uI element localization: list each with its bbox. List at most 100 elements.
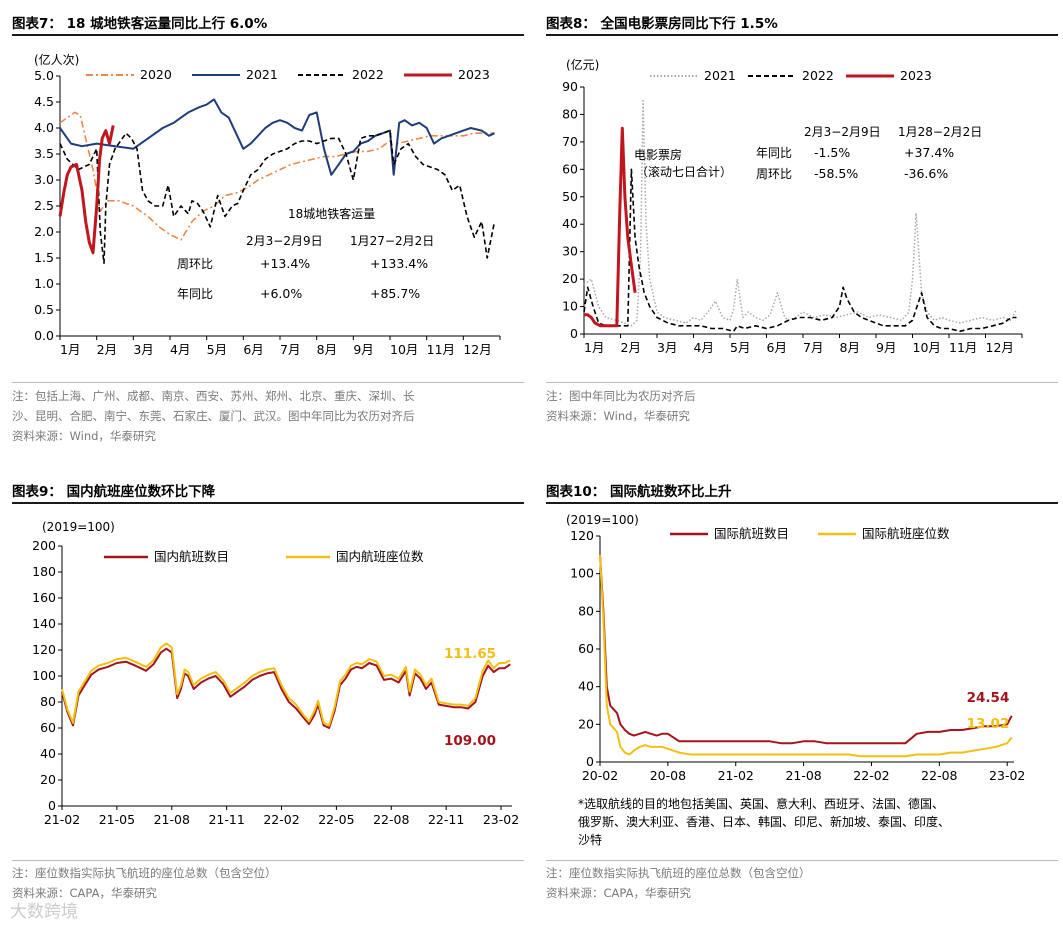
- chart8-table-row-label: 年同比: [756, 146, 792, 160]
- chart8-table-value: -1.5%: [814, 145, 850, 160]
- chart7-x-tick-label: 10月: [390, 342, 418, 357]
- chart9-label-flights: 109.00: [444, 733, 496, 749]
- chart8-y-tick-label: 40: [562, 216, 578, 231]
- chart8-note-rule: [546, 382, 1058, 383]
- chart8-series-2021: [583, 99, 1018, 327]
- chart10-note-1: 注：座位数指实际执飞航班的座位总数（包含空位）: [546, 866, 811, 880]
- chart8-table-col2: 1月28−2月2日: [898, 125, 982, 139]
- chart9-y-tick-label: 140: [32, 616, 56, 631]
- chart7-notes: 注：包括上海、广州、成都、南京、西安、苏州、郑州、北京、重庆、深圳、长 沙、昆明…: [12, 386, 524, 446]
- chart10-x-tick-label: 20-08: [650, 768, 686, 783]
- chart9-series-国内航班数目: [61, 647, 511, 729]
- chart8-x-tick-label: 7月: [803, 340, 823, 355]
- chart9-y-tick-label: 160: [32, 590, 56, 605]
- chart8-plot: 0 10 20 30 40 50 60 70 80 90 1月 2月 3月 4月 5月 6月 7月 8月 9月 10月…: [562, 57, 1023, 355]
- chart7-legend-label: 2021: [246, 67, 278, 82]
- chart8-title: 图表8： 全国电影票房同比下行 1.5%: [546, 16, 778, 32]
- chart8-note-1: 注：图中年同比为农历对齐后: [546, 389, 696, 403]
- chart8-legend-label: 2023: [900, 68, 932, 83]
- chart7-legend-label: 2023: [458, 67, 490, 82]
- chart9-source: 资料来源：CAPA，华泰研究: [12, 886, 157, 900]
- chart8-x-tick-label: 3月: [657, 340, 677, 355]
- chart8-x-tick-label: 5月: [730, 340, 750, 355]
- chart7-title-rule: [12, 34, 524, 36]
- chart7-series-2023: [58, 125, 115, 255]
- chart7-table-value: +85.7%: [370, 286, 420, 301]
- chart8-table-value: -58.5%: [814, 166, 858, 181]
- chart7-note-2: 沙、昆明、合肥、南宁、东莞、石家庄、厦门、武汉。图中年同比为农历对齐后: [12, 409, 415, 423]
- chart10-note-rule: [546, 860, 1058, 861]
- chart8-source: 资料来源：Wind，华泰研究: [546, 409, 690, 423]
- chart10-title-rule: [546, 502, 1058, 504]
- chart8-x-tick-label: 6月: [767, 340, 787, 355]
- chart7-plot: 0.0 0.5 1.0 1.5 2.0 2.5 3.0 3.5 4.0 4.5 5.0 1月 2月 3月 4…: [34, 52, 501, 357]
- chart7-x-tick-label: 2月: [97, 342, 117, 357]
- chart7-series-2020: [59, 111, 495, 241]
- chart8-y-tick-label: 70: [562, 134, 578, 149]
- chart7-y-tick-label: 3.5: [34, 146, 54, 161]
- chart7-x-tick-label: 9月: [353, 342, 373, 357]
- chart8-legend-label: 2021: [704, 68, 736, 83]
- chart7-table-row-label: 年同比: [177, 287, 213, 301]
- chart9-y-tick-label: 100: [32, 668, 56, 683]
- chart8-x-tick-label: 10月: [913, 340, 941, 355]
- chart8-y-tick-label: 30: [562, 244, 578, 259]
- chart10-y-tick-label: 80: [578, 603, 594, 618]
- chart7-title: 图表7： 18 城地铁客运量同比上行 6.0%: [12, 16, 268, 32]
- chart8-table-caption: 电影票房: [634, 147, 682, 162]
- chart7-y-label: (亿人次): [34, 52, 79, 67]
- chart9-title: 图表9： 国内航班座位数环比下降: [12, 484, 216, 500]
- chart7-y-tick-label: 0.5: [34, 302, 54, 317]
- chart10-x-tick-label: 22-08: [921, 768, 957, 783]
- chart10-series-国际航班数目: [599, 554, 1013, 745]
- chart7-y-tick-label: 1.5: [34, 250, 54, 265]
- chart10-x-tick-label: 20-02: [582, 768, 618, 783]
- chart9-legend-label: 国内航班座位数: [336, 549, 424, 564]
- chart10-title: 图表10： 国际航班数环比上升: [546, 484, 732, 500]
- chart10-y-tick-label: 40: [578, 679, 594, 694]
- chart8-y-tick-label: 0: [570, 326, 578, 341]
- chart9-x-tick-label: 21-05: [99, 812, 135, 827]
- chart8-panel: 图表8： 全国电影票房同比下行 1.5% 0 10 20 30 40 50 60 70 80 90…: [546, 0, 1058, 450]
- chart9-y-tick-label: 200: [32, 538, 56, 553]
- chart8-series-2022: [583, 168, 1017, 333]
- chart9-note-rule: [12, 860, 524, 861]
- chart10-legend-label: 国际航班座位数: [862, 526, 950, 541]
- chart10-y-tick-label: 120: [570, 528, 594, 543]
- chart9-x-tick-label: 21-02: [44, 812, 80, 827]
- chart10-series-国际航班座位数: [599, 554, 1013, 758]
- chart8-legend-label: 2022: [802, 68, 834, 83]
- chart10-plot: 0 20 40 60 80 100 120 20-02 20-08 21-02 21-08 22-02…: [566, 513, 1025, 847]
- chart7-y-tick-label: 0.0: [34, 328, 54, 343]
- chart10-x-tick-label: 21-08: [785, 768, 821, 783]
- chart8-title-rule: [546, 34, 1058, 36]
- chart10-y-tick-label: 100: [570, 566, 594, 581]
- chart8-table-value: -36.6%: [904, 166, 948, 181]
- chart7-note-rule: [12, 382, 524, 383]
- chart7-table-col2: 1月27−2月2日: [350, 234, 434, 248]
- chart8-y-tick-label: 20: [562, 271, 578, 286]
- chart9-x-tick-label: 23-02: [483, 812, 519, 827]
- chart9-plot: 0 20 40 60 80 100 120 140 160 180 200 21-02 21-05 21-…: [32, 520, 519, 827]
- chart10-footnote-line: 沙特: [578, 832, 602, 847]
- chart8-y-tick-label: 50: [562, 189, 578, 204]
- chart7-series-2022: [59, 129, 496, 264]
- chart8-table-value: +37.4%: [904, 145, 954, 160]
- chart7-y-tick-label: 1.0: [34, 276, 54, 291]
- chart10-label-seats: 13.02: [967, 716, 1010, 732]
- chart10-y-tick-label: 60: [578, 641, 594, 656]
- chart9-x-tick-label: 21-11: [208, 812, 244, 827]
- chart10-legend-label: 国际航班数目: [714, 526, 789, 541]
- chart10-footnote-line: *选取航线的目的地包括美国、英国、意大利、西班牙、法国、德国、: [578, 796, 944, 811]
- chart9-legend-label: 国内航班数目: [154, 549, 229, 564]
- chart10-label-flights: 24.54: [967, 690, 1010, 706]
- chart10-x-tick-label: 23-02: [989, 768, 1025, 783]
- chart8-y-label: (亿元): [566, 57, 599, 72]
- chart8-table-col1: 2月3−2月9日: [804, 125, 881, 139]
- chart7-legend-label: 2020: [140, 67, 172, 82]
- chart8-y-tick-label: 10: [562, 299, 578, 314]
- chart7-table-value: +13.4%: [260, 256, 310, 271]
- chart7-x-tick-label: 3月: [133, 342, 153, 357]
- chart9-y-tick-label: 60: [40, 720, 56, 735]
- chart10-notes: 注：座位数指实际执飞航班的座位总数（包含空位） 资料来源：CAPA，华泰研究: [546, 863, 1058, 903]
